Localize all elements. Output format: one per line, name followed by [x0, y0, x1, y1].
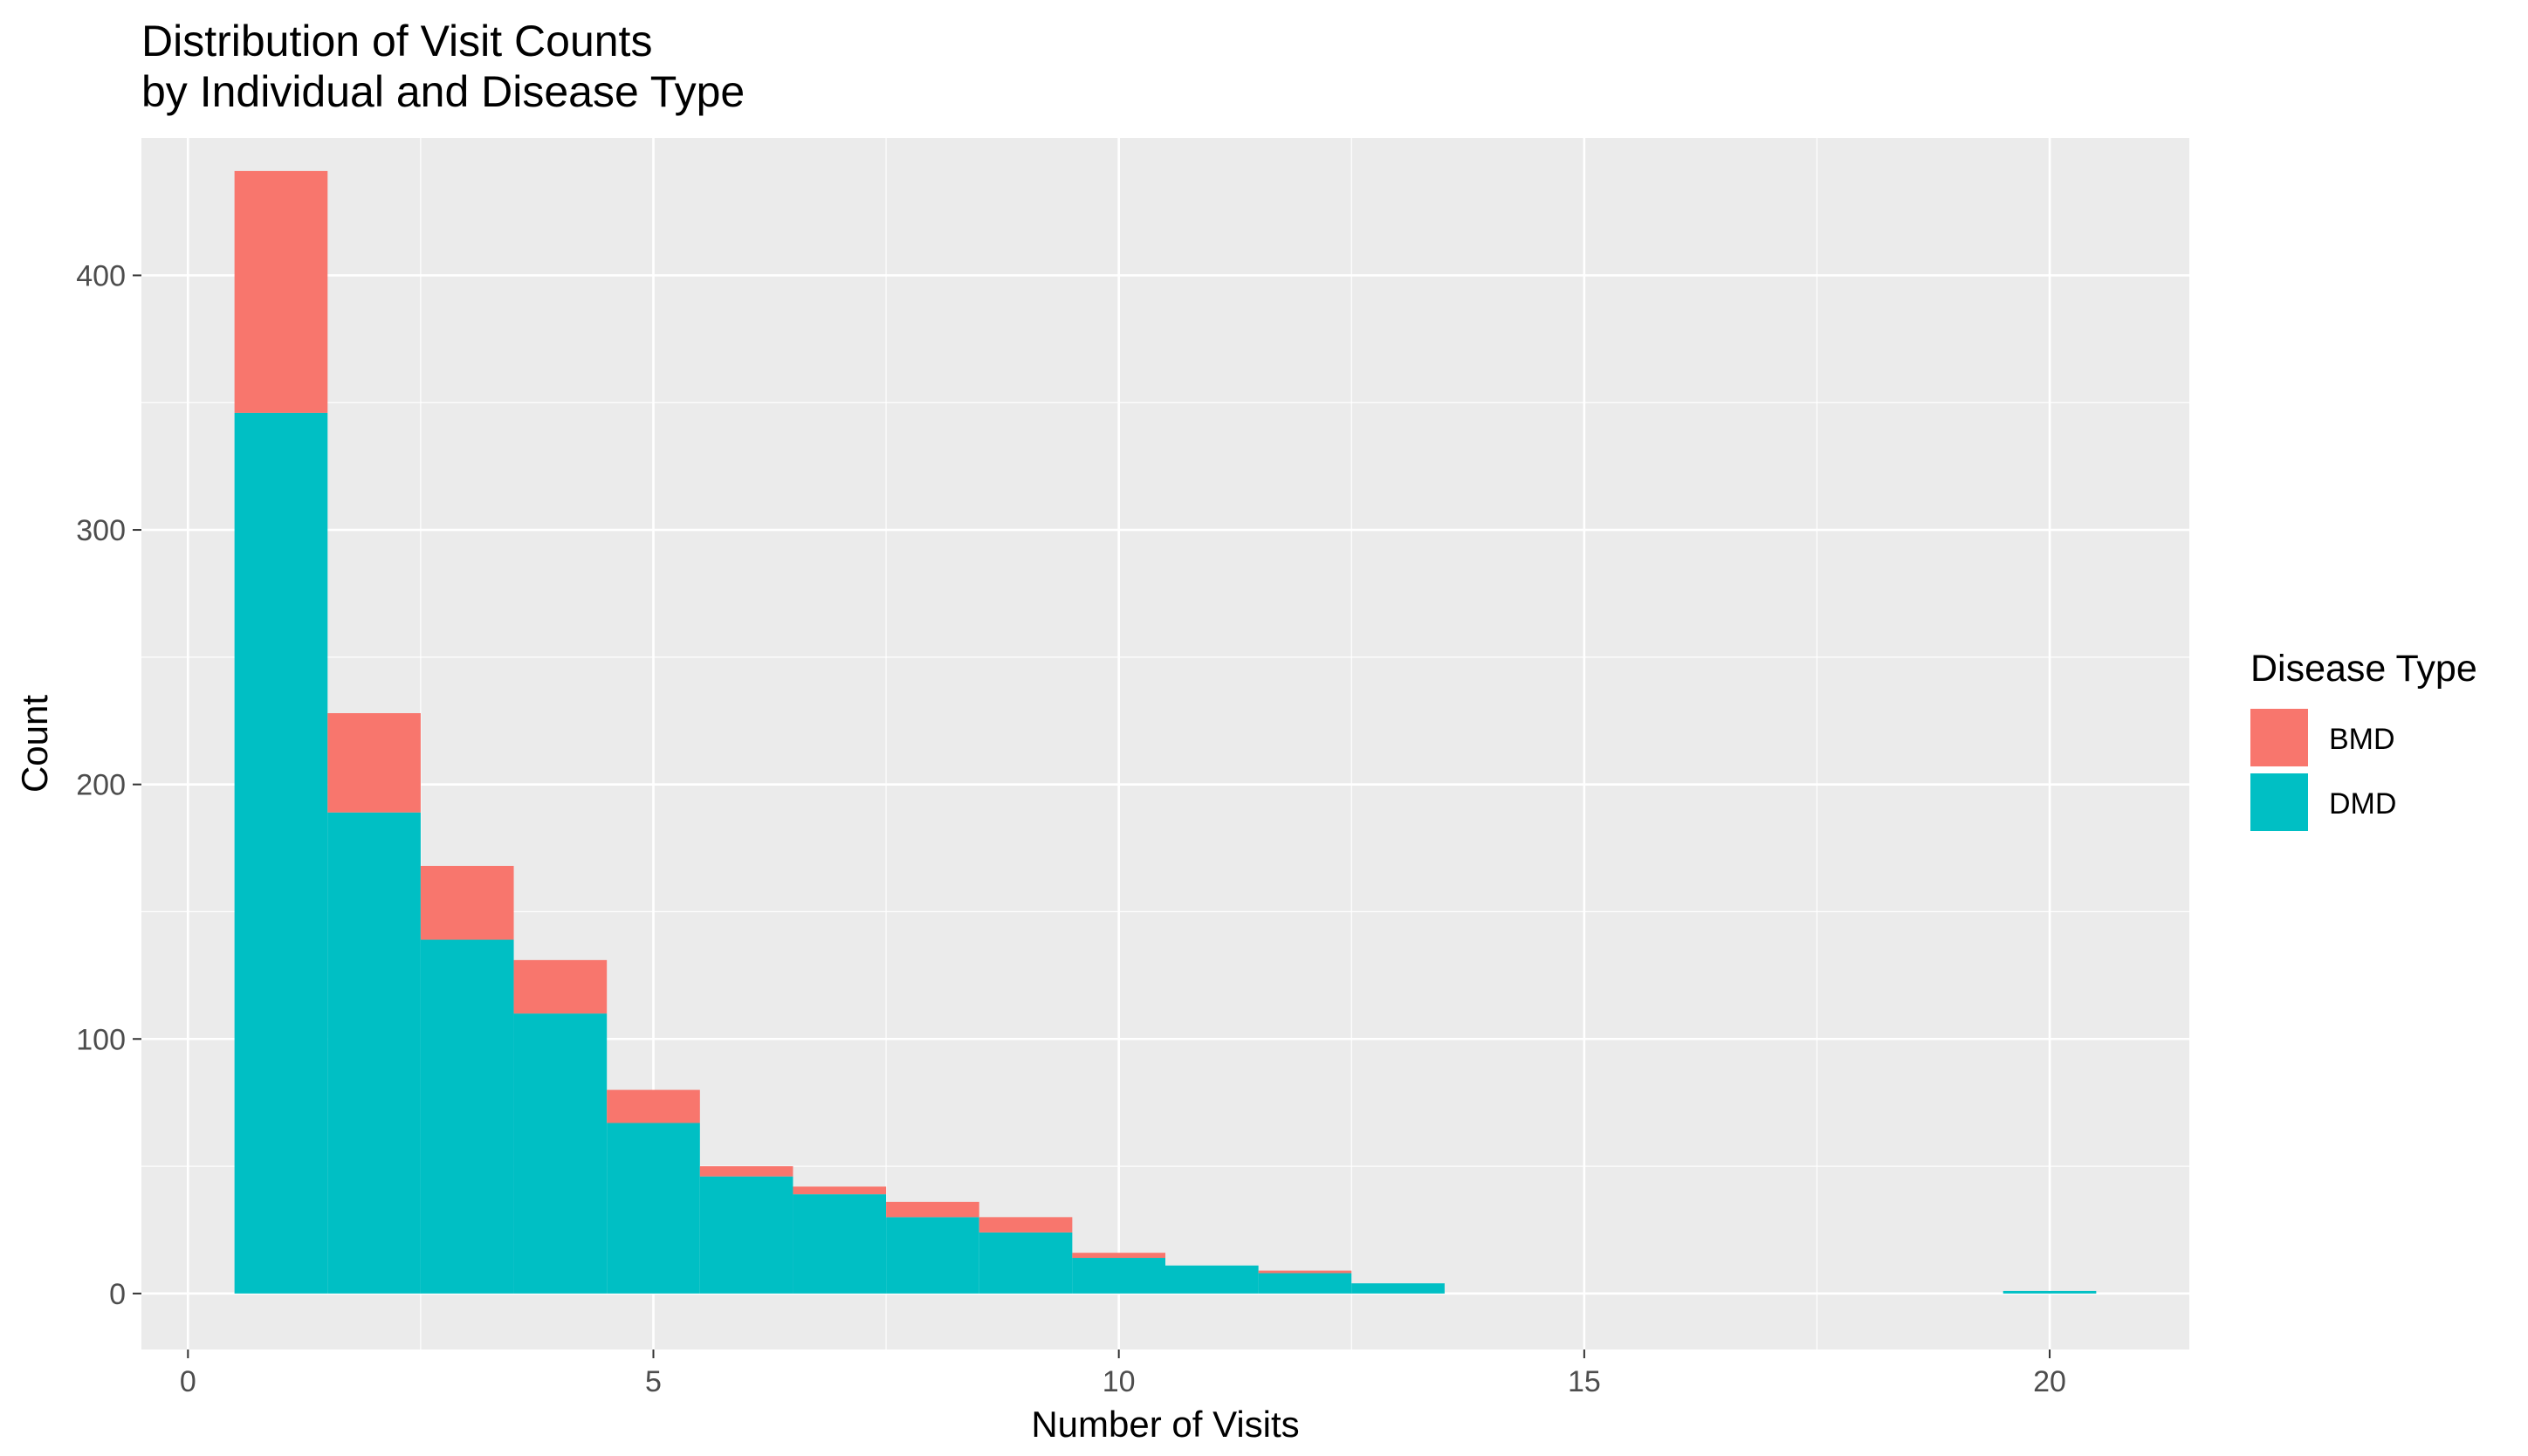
y-tick-label: 400 [76, 259, 126, 292]
bar-dmd [1351, 1283, 1445, 1294]
bar-dmd [607, 1123, 700, 1294]
bar-bmd [979, 1217, 1073, 1233]
y-axis-label: Count [14, 695, 55, 793]
bar-dmd [886, 1217, 979, 1294]
bar-bmd [234, 170, 328, 413]
bar-bmd [327, 713, 421, 813]
bar-bmd [886, 1201, 979, 1218]
bar-dmd [1072, 1258, 1165, 1294]
y-tick-label: 200 [76, 769, 126, 802]
x-tick-label: 15 [1568, 1365, 1601, 1398]
bar-dmd [513, 1013, 608, 1294]
bar-bmd [513, 959, 608, 1014]
chart-title-line-2: by Individual and Disease Type [141, 67, 745, 116]
y-tick-label: 300 [76, 514, 126, 547]
x-tick-label: 0 [180, 1365, 196, 1398]
y-tick-label: 100 [76, 1023, 126, 1056]
bar-dmd [979, 1232, 1073, 1294]
bar-dmd [1258, 1273, 1352, 1294]
bar-bmd [793, 1186, 887, 1195]
bar-bmd [1072, 1253, 1165, 1259]
x-axis-label: Number of Visits [1031, 1404, 1299, 1445]
y-tick-label: 0 [109, 1278, 126, 1311]
bar-bmd [607, 1089, 700, 1123]
bar-dmd [699, 1176, 793, 1294]
bar-dmd [793, 1194, 887, 1294]
x-tick-label: 10 [1103, 1365, 1136, 1398]
legend-title: Disease Type [2250, 648, 2477, 690]
bar-dmd [234, 412, 328, 1294]
legend-label-dmd: DMD [2329, 787, 2397, 821]
x-tick-label: 20 [2033, 1365, 2066, 1398]
bars-group [234, 170, 2097, 1294]
bar-dmd [2002, 1290, 2097, 1294]
chart-title-line-1: Distribution of Visit Counts [141, 17, 653, 65]
bar-dmd [420, 939, 514, 1294]
bar-bmd [420, 865, 514, 940]
bar-dmd [1165, 1265, 1259, 1294]
bar-bmd [699, 1166, 793, 1177]
bar-bmd [1258, 1270, 1352, 1274]
legend-label-bmd: BMD [2329, 723, 2395, 756]
bar-dmd [327, 812, 421, 1294]
legend-key-dmd [2250, 773, 2308, 831]
legend-key-bmd [2250, 709, 2308, 766]
x-tick-label: 5 [645, 1365, 662, 1398]
